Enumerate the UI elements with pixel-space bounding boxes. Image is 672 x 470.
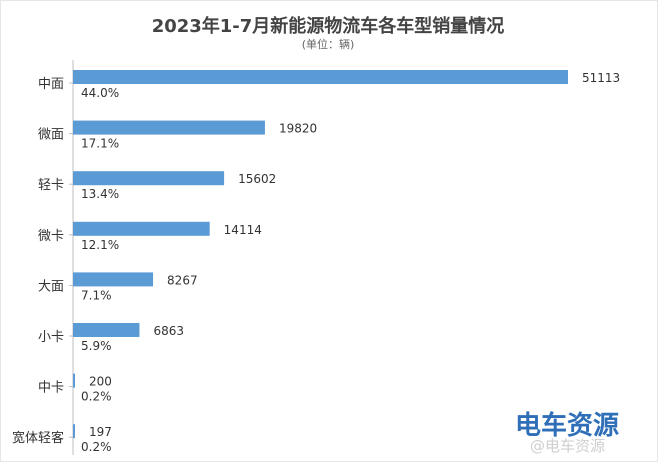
value-label: 15602	[238, 172, 276, 186]
category-label: 轻卡	[38, 178, 64, 193]
watermark-handle: @电车资源	[530, 437, 606, 455]
bar	[73, 70, 568, 84]
share-label: 13.4%	[81, 187, 119, 201]
value-label: 51113	[582, 71, 620, 85]
chart-title: 2023年1-7月新能源物流车各车型销量情况	[151, 16, 505, 37]
bar	[73, 272, 154, 287]
value-label: 8267	[167, 273, 198, 287]
category-label: 宽体轻客	[12, 430, 64, 446]
share-label: 5.9%	[81, 339, 112, 353]
share-label: 17.1%	[81, 137, 119, 151]
share-label: 0.2%	[81, 440, 112, 454]
bar	[73, 221, 210, 236]
value-label: 197	[89, 425, 112, 439]
category-label: 小卡	[38, 330, 64, 345]
bar	[73, 424, 75, 439]
bar	[73, 323, 140, 337]
bar	[73, 171, 225, 186]
bar	[73, 373, 75, 388]
category-label: 中面	[38, 77, 64, 92]
share-label: 44.0%	[81, 86, 119, 100]
category-label: 大面	[38, 279, 64, 294]
chart-subtitle: (单位：辆)	[301, 38, 355, 51]
bar	[73, 120, 265, 135]
share-label: 7.1%	[81, 288, 112, 302]
category-label: 微卡	[38, 229, 64, 244]
value-label: 14114	[224, 223, 262, 237]
value-label: 6863	[153, 324, 184, 338]
share-label: 0.2%	[81, 390, 112, 404]
value-label: 19820	[279, 122, 317, 136]
value-label: 200	[89, 375, 112, 389]
category-label: 微面	[38, 128, 64, 143]
share-label: 12.1%	[81, 238, 119, 252]
category-label: 中卡	[38, 381, 64, 396]
watermark-logo: 电车资源	[515, 411, 620, 441]
